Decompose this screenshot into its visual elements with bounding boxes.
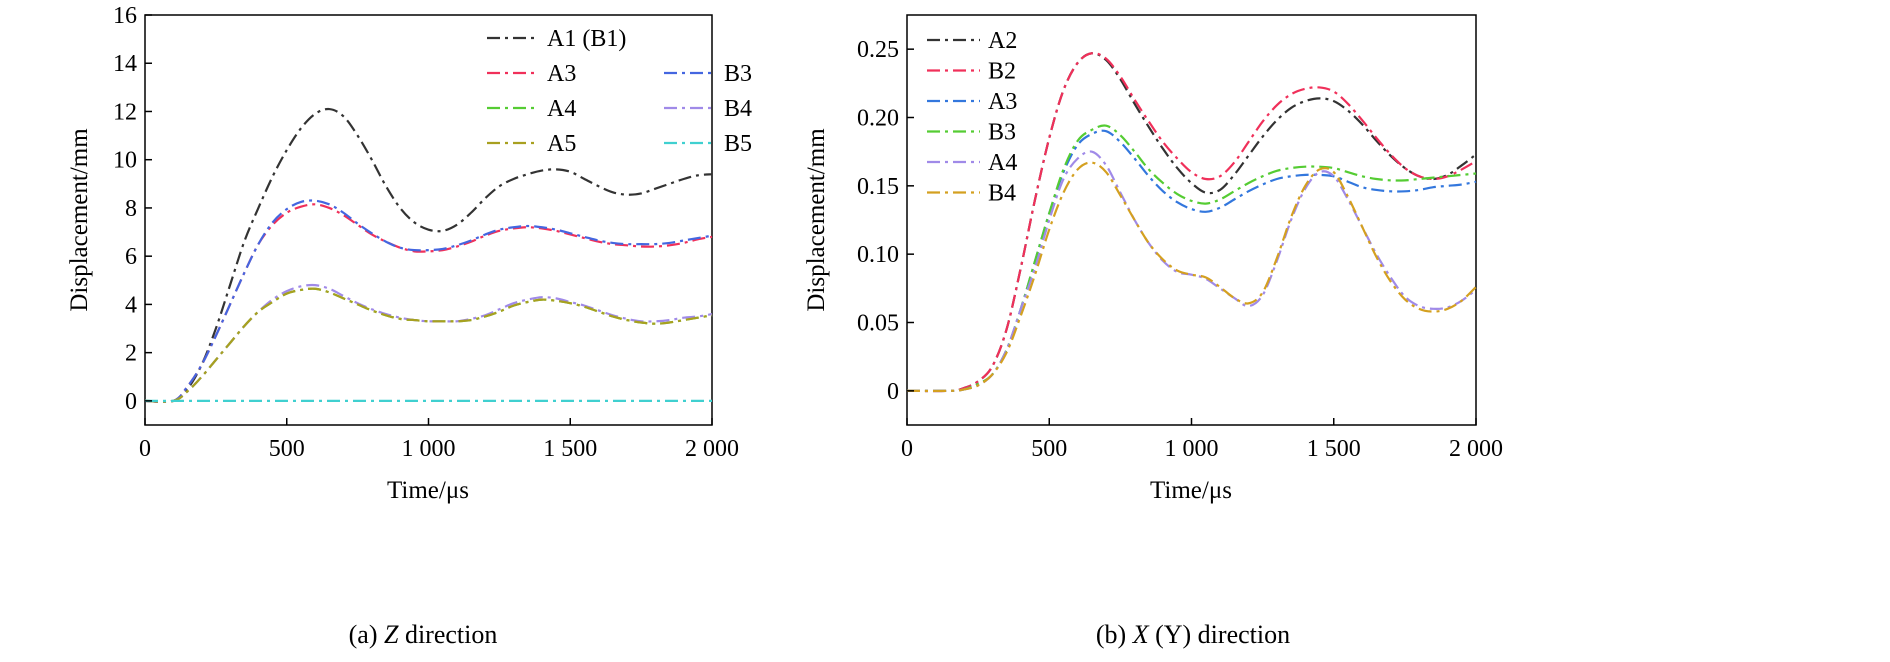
chart-b-y-tick-label-5: 0.25 xyxy=(857,37,899,63)
chart-a-series-layer xyxy=(144,107,713,404)
chart-b-x-tick-label-2: 1 000 xyxy=(1165,436,1219,462)
chart-a-series-line-5 xyxy=(144,287,713,403)
chart-a-x-tick-label-2: 1 000 xyxy=(402,436,456,462)
chart-a-legend-label-1: A3 xyxy=(547,61,576,87)
chart-b-y-tick-label-1: 0.05 xyxy=(857,311,899,337)
chart-b-series-line-4 xyxy=(906,150,1477,393)
chart-a-y-tick-label-5: 10 xyxy=(113,148,137,174)
chart-b-y-tick-label-4: 0.20 xyxy=(857,106,899,132)
chart-a-legend-label-5: A5 xyxy=(547,131,576,157)
chart-b-x-tick-label-1: 500 xyxy=(1031,436,1067,462)
chart-a-y-tick-label-7: 14 xyxy=(113,51,137,77)
chart-b-ticks: 0 500 1 000 1 500 2 000 0 0.05 0.10 0.15 0.20 0.25 xyxy=(857,37,1503,462)
chart-b-x-tick-label-4: 2 000 xyxy=(1449,436,1503,462)
chart-b-x-tick-label-3: 1 500 xyxy=(1307,436,1361,462)
chart-a-legend: A1 (B1) A3 B3 A4 B4 A5 B5 xyxy=(487,26,752,157)
chart-b-legend: A2 B2 A3 B3 A4 B4 xyxy=(927,28,1017,207)
chart-b-legend-label-2: A3 xyxy=(988,89,1017,115)
chart-a-x-tick-label-0: 0 xyxy=(139,436,151,462)
chart-a-x-tick-label-1: 500 xyxy=(269,436,305,462)
chart-a-y-tick-label-0: 0 xyxy=(125,389,137,415)
chart-a-y-tick-label-4: 8 xyxy=(125,196,137,222)
chart-a-y-tick-label-2: 4 xyxy=(125,292,137,318)
chart-a-legend-label-0: A1 (B1) xyxy=(547,26,626,52)
chart-a-y-tick-label-8: 16 xyxy=(113,3,137,29)
chart-a-legend-label-4: B4 xyxy=(724,96,752,122)
chart-b-legend-label-3: B3 xyxy=(988,120,1016,146)
chart-a-frame xyxy=(144,14,713,426)
chart-a-legend-label-2: B3 xyxy=(724,61,752,87)
chart-a-x-tick-label-4: 2 000 xyxy=(685,436,739,462)
chart-a-y-tick-label-6: 12 xyxy=(113,99,137,125)
chart-a-ticks: 0 500 1 000 1 500 2 000 0 2 4 6 8 10 12 14 16 xyxy=(113,3,739,462)
chart-b: 0 500 1 000 1 500 2 000 0 0.05 0.10 0.15 0.20 0.25… xyxy=(803,14,1503,649)
chart-b-series-line-1 xyxy=(906,52,1477,393)
chart-a-caption: (a) Z direction xyxy=(349,620,498,649)
chart-b-legend-label-4: A4 xyxy=(988,150,1017,176)
chart-a-series-line-0 xyxy=(144,107,713,403)
chart-b-series-line-5 xyxy=(906,161,1477,393)
chart-b-y-tick-label-3: 0.15 xyxy=(857,174,899,200)
chart-b-y-tick-label-0: 0 xyxy=(887,379,899,405)
chart-a-legend-label-6: B5 xyxy=(724,131,752,157)
chart-a-x-tick-label-3: 1 500 xyxy=(543,436,597,462)
chart-a-legend-label-3: A4 xyxy=(547,96,576,122)
chart-a-y-tick-label-1: 2 xyxy=(125,341,137,367)
chart-a-x-axis-label: Time/μs xyxy=(387,477,469,504)
chart-b-y-tick-label-2: 0.10 xyxy=(857,242,899,268)
chart-b-legend-label-0: A2 xyxy=(988,28,1017,54)
chart-b-x-axis-label: Time/μs xyxy=(1150,477,1232,504)
chart-b-legend-label-1: B2 xyxy=(988,59,1016,85)
chart-b-x-tick-label-0: 0 xyxy=(901,436,913,462)
chart-a-y-tick-label-3: 6 xyxy=(125,244,137,270)
chart-b-legend-label-5: B4 xyxy=(988,181,1016,207)
chart-a: 0 500 1 000 1 500 2 000 0 2 4 6 8 10 12 14 16 A1 (B1)… xyxy=(66,3,752,649)
chart-b-caption: (b) X (Y) direction xyxy=(1096,620,1290,649)
chart-a-series-line-2 xyxy=(144,199,713,404)
chart-b-y-axis-label: Displacement/mm xyxy=(803,128,830,312)
chart-a-y-axis-label: Displacement/mm xyxy=(66,128,93,312)
chart-b-series-layer xyxy=(906,52,1477,393)
